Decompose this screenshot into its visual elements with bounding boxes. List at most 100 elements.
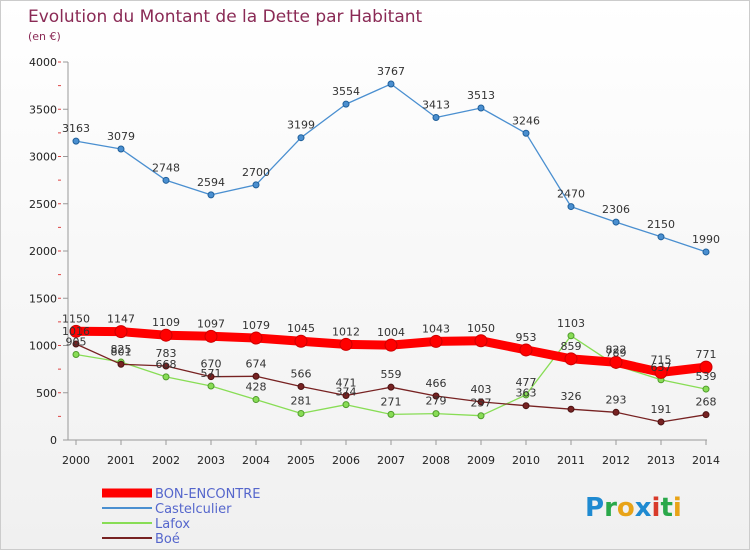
data-label: 559 <box>381 368 402 381</box>
data-label: 674 <box>246 357 267 370</box>
data-label: 3513 <box>467 89 495 102</box>
data-point <box>387 383 395 391</box>
data-point <box>477 398 485 406</box>
data-label: 1150 <box>62 312 90 325</box>
data-label: 539 <box>696 370 717 383</box>
data-labels: 905 825 668 571 428 281 374 271 279 257 477 1103 789… <box>66 317 717 410</box>
data-label: 3079 <box>107 130 135 143</box>
data-point <box>387 80 395 88</box>
series-lafox <box>72 332 710 420</box>
data-point <box>612 408 620 416</box>
data-label: 2700 <box>242 166 270 179</box>
data-label: 1012 <box>332 325 360 338</box>
data-label: 3199 <box>287 119 315 132</box>
data-label: 2150 <box>647 218 675 231</box>
data-point <box>117 145 125 153</box>
data-point <box>522 402 530 410</box>
data-point <box>162 362 170 370</box>
data-point <box>207 373 215 381</box>
x-tick-label: 2005 <box>287 454 315 467</box>
data-point <box>522 129 530 137</box>
legend-label: Castelculier <box>155 502 232 517</box>
data-label: 271 <box>381 395 402 408</box>
data-point <box>432 410 440 418</box>
legend-label: BON-ENCONTRE <box>155 487 261 502</box>
x-tick-label: 2000 <box>62 454 90 467</box>
y-tick-label: 500 <box>36 387 57 400</box>
data-point <box>114 325 128 339</box>
data-label: 566 <box>291 368 312 381</box>
data-label: 668 <box>156 358 177 371</box>
data-label: 2470 <box>557 188 585 201</box>
x-tick-label: 2014 <box>692 454 720 467</box>
data-label: 905 <box>66 335 87 348</box>
data-label: 1103 <box>557 317 585 330</box>
y-tick-label: 2000 <box>29 245 57 258</box>
data-point <box>699 360 713 374</box>
data-point <box>432 392 440 400</box>
data-label: 3554 <box>332 85 360 98</box>
data-point <box>609 355 623 369</box>
series-layer: 3163 3079 2748 2594 2700 3199 3554 3767 3413 3513… <box>62 65 720 426</box>
data-point <box>159 328 173 342</box>
data-point <box>519 343 533 357</box>
series-bon-encontre <box>69 324 713 379</box>
data-point <box>207 382 215 390</box>
data-point <box>567 332 575 340</box>
x-tick-label: 2011 <box>557 454 585 467</box>
data-label: 3767 <box>377 65 405 78</box>
data-point <box>474 334 488 348</box>
data-label: 268 <box>696 396 717 409</box>
data-point <box>429 334 443 348</box>
data-label: 1043 <box>422 322 450 335</box>
data-label: 374 <box>336 386 357 399</box>
legend-label: Boé <box>155 532 180 547</box>
data-label: 257 <box>471 397 492 410</box>
data-label: 859 <box>561 340 582 353</box>
data-point <box>342 100 350 108</box>
data-point <box>252 181 260 189</box>
data-point <box>384 338 398 352</box>
data-point <box>477 412 485 420</box>
data-point <box>657 233 665 241</box>
data-labels: 1016 801 783 670 674 566 471 559 466 403 363 326 293… <box>62 325 717 416</box>
data-point <box>69 324 83 338</box>
data-point <box>297 134 305 142</box>
data-label: 279 <box>426 395 447 408</box>
data-label: 1990 <box>692 233 720 246</box>
data-label: 1050 <box>467 322 495 335</box>
data-label: 1109 <box>152 316 180 329</box>
data-point <box>387 410 395 418</box>
data-point <box>207 191 215 199</box>
data-label: 715 <box>651 353 672 366</box>
data-point <box>567 203 575 211</box>
x-tick-label: 2006 <box>332 454 360 467</box>
data-label: 783 <box>156 347 177 360</box>
data-label: 1147 <box>107 313 135 326</box>
data-point <box>72 137 80 145</box>
data-label: 293 <box>606 393 627 406</box>
data-label: 466 <box>426 377 447 390</box>
data-label: 825 <box>111 343 132 356</box>
series-castelculier <box>72 80 710 256</box>
data-point <box>252 396 260 404</box>
y-tick-label: 3000 <box>29 151 57 164</box>
data-label: 3163 <box>62 122 90 135</box>
x-tick-label: 2012 <box>602 454 630 467</box>
data-label: 326 <box>561 390 582 403</box>
data-point <box>657 418 665 426</box>
data-label: 471 <box>336 376 357 389</box>
data-point <box>432 113 440 121</box>
data-label: 1004 <box>377 326 405 339</box>
data-point <box>339 337 353 351</box>
data-point <box>477 104 485 112</box>
x-tick-label: 2001 <box>107 454 135 467</box>
data-point <box>252 372 260 380</box>
data-point <box>567 405 575 413</box>
data-label: 2306 <box>602 203 630 216</box>
data-point <box>702 411 710 419</box>
data-point <box>72 350 80 358</box>
